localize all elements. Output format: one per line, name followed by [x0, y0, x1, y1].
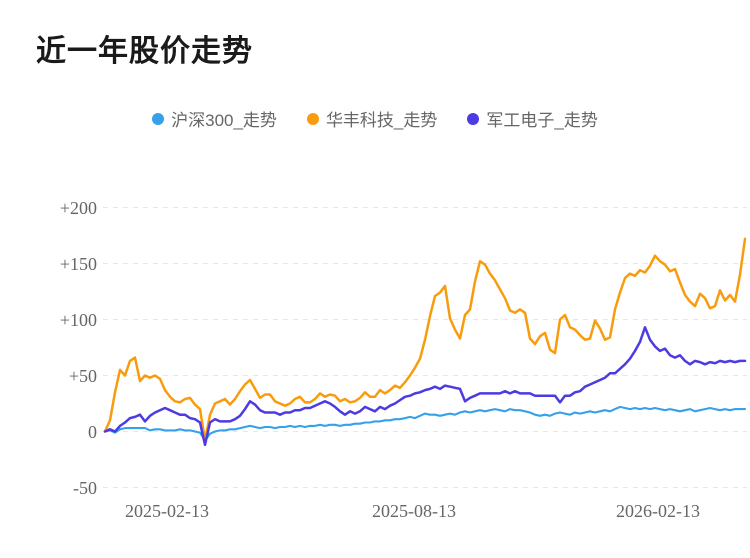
y-axis-label: -50: [73, 477, 97, 498]
legend-marker-hs300-icon: [152, 112, 165, 125]
line-hs300: [103, 405, 747, 442]
line-jungong: [103, 326, 747, 447]
legend-marker-huafeng-icon: [306, 112, 319, 125]
legend-item-huafeng[interactable]: 华丰科技_走势: [306, 106, 438, 131]
legend-item-hs300[interactable]: 沪深300_走势: [152, 106, 277, 131]
line-huafeng: [103, 237, 747, 442]
legend-label-huafeng: 华丰科技_走势: [325, 111, 438, 130]
x-axis-label: 2026-02-13: [616, 501, 700, 521]
legend-marker-jungong-icon: [467, 112, 480, 125]
chart-title: 近一年股价走势: [36, 35, 253, 68]
y-axis-label: +100: [59, 309, 97, 330]
legend-item-jungong[interactable]: 军工电子_走势: [467, 106, 598, 131]
x-axis-label: 2025-02-13: [125, 501, 209, 521]
legend-label-hs300: 沪深300_走势: [171, 111, 277, 130]
y-axis-label: +200: [59, 197, 97, 218]
chart-legend: 沪深300_走势 华丰科技_走势 军工电子_走势: [0, 106, 750, 131]
y-axis-label: 0: [88, 421, 97, 442]
legend-label-jungong: 军工电子_走势: [486, 111, 598, 130]
y-axis-label: +150: [59, 253, 97, 274]
x-axis-label: 2025-08-13: [372, 501, 456, 521]
y-axis-label: +50: [68, 365, 97, 386]
